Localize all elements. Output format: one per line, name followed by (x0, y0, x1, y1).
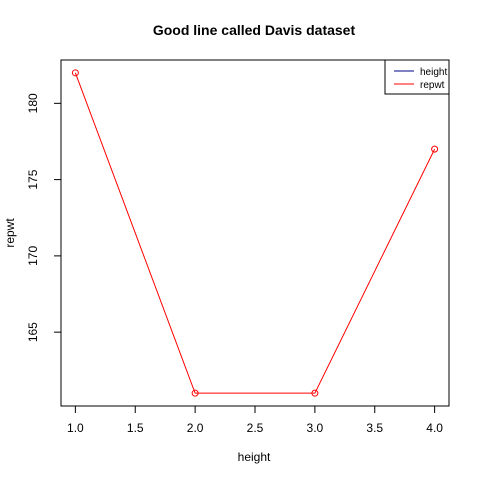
y-tick-label: 175 (26, 169, 40, 189)
chart-title: Good line called Davis dataset (153, 22, 356, 38)
y-tick-label: 165 (26, 322, 40, 342)
x-tick-label: 2.5 (247, 421, 264, 435)
y-axis-ticks: 165 170 175 180 (26, 93, 61, 342)
data-point-repwt (311, 389, 319, 397)
data-point-repwt (431, 145, 439, 153)
x-tick-label: 4.0 (426, 421, 443, 435)
y-tick-label: 170 (26, 246, 40, 266)
plot-frame (60, 59, 450, 407)
series-layer (71, 69, 439, 397)
legend: height repwt (384, 59, 450, 95)
x-tick-label: 3.5 (366, 421, 383, 435)
legend-label-height: height (420, 67, 447, 78)
y-axis-label: repwt (3, 218, 17, 248)
x-tick-label: 1.5 (127, 421, 144, 435)
y-tick-label: 180 (26, 93, 40, 113)
legend-box (384, 59, 450, 95)
data-point-repwt (191, 389, 199, 397)
x-tick-label: 3.0 (307, 421, 324, 435)
x-axis-label: height (238, 450, 271, 464)
legend-label-repwt: repwt (420, 80, 445, 91)
series-line-repwt (74, 72, 436, 394)
x-tick-label: 2.0 (187, 421, 204, 435)
x-axis-ticks: 1.0 1.5 2.0 2.5 3.0 3.5 4.0 (67, 406, 443, 435)
x-tick-label: 1.0 (67, 421, 84, 435)
data-point-repwt (71, 69, 79, 77)
